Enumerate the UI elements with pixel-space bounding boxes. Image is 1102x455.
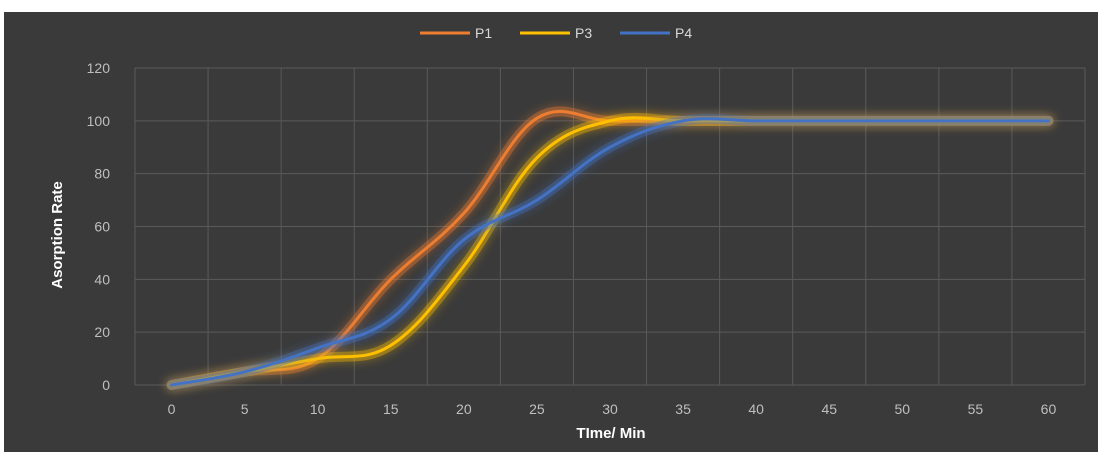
series-glow-p3 (166, 112, 1054, 390)
y-tick-label: 100 (87, 113, 111, 129)
y-tick-label: 0 (102, 377, 110, 393)
x-tick-label: 5 (241, 401, 249, 417)
y-tick-label: 60 (94, 219, 110, 235)
series-line-p4 (170, 117, 1050, 387)
x-tick-label: 0 (168, 401, 176, 417)
page-top-strip (0, 0, 1102, 12)
gridlines (134, 67, 1086, 386)
x-tick-label: 60 (1041, 401, 1057, 417)
x-tick-label: 20 (456, 401, 472, 417)
y-tick-label: 20 (94, 324, 110, 340)
x-tick-label: 40 (748, 401, 764, 417)
series-line-p3 (170, 116, 1050, 387)
legend-label-p4: P4 (675, 25, 692, 41)
y-tick-label: 40 (94, 271, 110, 287)
x-tick-label: 50 (895, 401, 911, 417)
y-tick-label: 80 (94, 166, 110, 182)
series-glow-p4 (166, 113, 1054, 390)
x-tick-label: 35 (675, 401, 691, 417)
y-axis-title: Asorption Rate (49, 181, 66, 289)
x-tick-label: 25 (529, 401, 545, 417)
x-tick-label: 30 (602, 401, 618, 417)
x-tick-label: 10 (310, 401, 326, 417)
y-tick-label: 120 (87, 60, 111, 76)
x-tick-label: 45 (821, 401, 837, 417)
series-lines (166, 106, 1054, 390)
legend-label-p1: P1 (475, 25, 492, 41)
x-tick-label: 15 (383, 401, 399, 417)
legend-label-p3: P3 (575, 25, 592, 41)
tick-labels: 0 20 40 60 80 100 120 0 5 10 15 20 25 30 35 40 45 50 55 60 (87, 60, 1057, 417)
x-tick-label: 55 (968, 401, 984, 417)
legend: P1 P3 P4 (420, 25, 692, 41)
x-axis-title: TIme/ Min (576, 425, 645, 442)
